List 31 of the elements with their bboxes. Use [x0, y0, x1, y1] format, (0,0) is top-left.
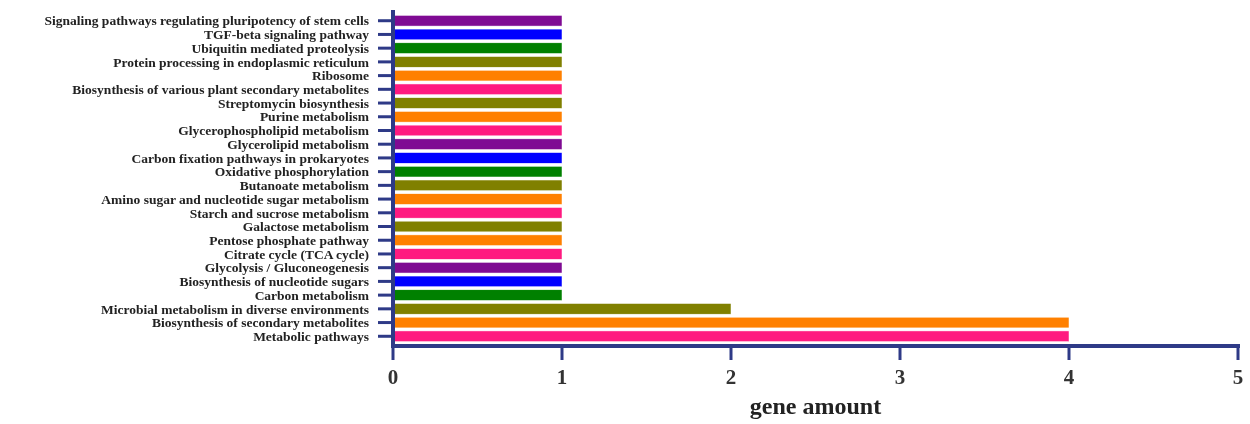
y-tick-label: Biosynthesis of nucleotide sugars [179, 274, 369, 290]
y-tick-label: Biosynthesis of secondary metabolites [151, 315, 369, 331]
x-tick-label: 4 [1063, 365, 1075, 389]
bar [392, 56, 563, 68]
y-tick-label: Microbial metabolism in diverse environments [101, 301, 369, 317]
bar [392, 303, 732, 315]
bar [392, 97, 563, 109]
bar [392, 289, 563, 301]
bar [392, 138, 563, 150]
x-tick-label: 1 [556, 365, 568, 389]
y-tick-label: Amino sugar and nucleotide sugar metabolism [101, 191, 370, 207]
y-tick-label: Ribosome [312, 68, 370, 84]
bar [392, 152, 563, 164]
y-tick-label: Signaling pathways regulating pluripotency of stem cells [44, 13, 369, 29]
bar [392, 207, 563, 219]
bar [392, 193, 563, 205]
y-tick-label: Glycerophospholipid metabolism [178, 123, 370, 139]
x-tick-label: 3 [894, 365, 906, 389]
x-tick-label: 0 [387, 365, 399, 389]
x-tick-label: 2 [725, 365, 737, 389]
y-tick-label: Galactose metabolism [242, 219, 370, 235]
y-tick-label: Metabolic pathways [253, 329, 369, 344]
y-tick-label: Butanoate metabolism [239, 178, 370, 194]
x-axis-title: gene amount [749, 393, 882, 419]
y-tick-label: TGF-beta signaling pathway [203, 27, 370, 43]
y-tick-label: Pentose phosphate pathway [209, 232, 370, 248]
y-tick-label: Biosynthesis of various plant secondary metabolites [72, 82, 369, 98]
y-tick-label: Oxidative phosphorylation [214, 164, 370, 180]
x-tick-label: 5 [1232, 365, 1244, 389]
bar [392, 248, 563, 260]
bar [392, 42, 563, 54]
